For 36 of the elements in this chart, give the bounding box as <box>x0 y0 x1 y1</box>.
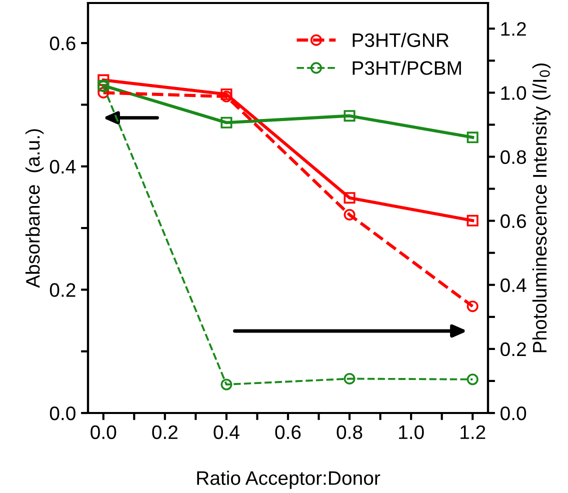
point <box>344 372 356 384</box>
y2-axis-title: Photoluminescence Intensity (I/I$_{0}$) <box>532 63 551 352</box>
y2-tick-label: 0.8 <box>500 150 526 164</box>
y-axis-title: Absorbance (a.u.) <box>25 129 44 288</box>
y2-tick-label: 0.6 <box>500 214 526 228</box>
x-tick-label: 0.0 <box>90 425 116 440</box>
x-axis-title: Ratio Acceptor:Donor <box>197 470 380 489</box>
legend-label: P3HT/PCBM <box>352 60 461 75</box>
y2-tick-label: 0.2 <box>500 342 526 356</box>
x-tick-label: 1.2 <box>460 425 486 439</box>
point <box>344 192 356 204</box>
point <box>98 74 110 86</box>
y-tick-label: 0.4 <box>50 160 76 174</box>
point <box>466 214 478 226</box>
point <box>220 88 232 100</box>
point <box>466 300 478 312</box>
x-tick-label: 0.8 <box>336 425 362 440</box>
y-tick-label: 0.2 <box>50 283 76 297</box>
point <box>344 208 356 220</box>
x-tick-label: 0.4 <box>214 425 240 440</box>
y2-tick-label: 0.4 <box>500 278 526 292</box>
point <box>466 374 478 386</box>
point <box>98 86 110 98</box>
x-tick-label: 1.0 <box>399 425 424 440</box>
y2-tick-label: 1.2 <box>501 22 526 36</box>
point <box>466 132 478 144</box>
point <box>344 110 356 122</box>
legend-label: P3HT/GNR <box>352 32 449 48</box>
y2-tick-label: 1.0 <box>501 86 526 100</box>
y-tick-label: 0.0 <box>50 406 76 420</box>
point <box>220 378 232 390</box>
x-tick-label: 0.6 <box>275 425 301 440</box>
y2-tick-label: 0.0 <box>500 406 526 420</box>
point <box>220 116 232 128</box>
x-tick-label: 0.2 <box>152 425 178 440</box>
y-tick-label: 0.6 <box>50 36 76 50</box>
